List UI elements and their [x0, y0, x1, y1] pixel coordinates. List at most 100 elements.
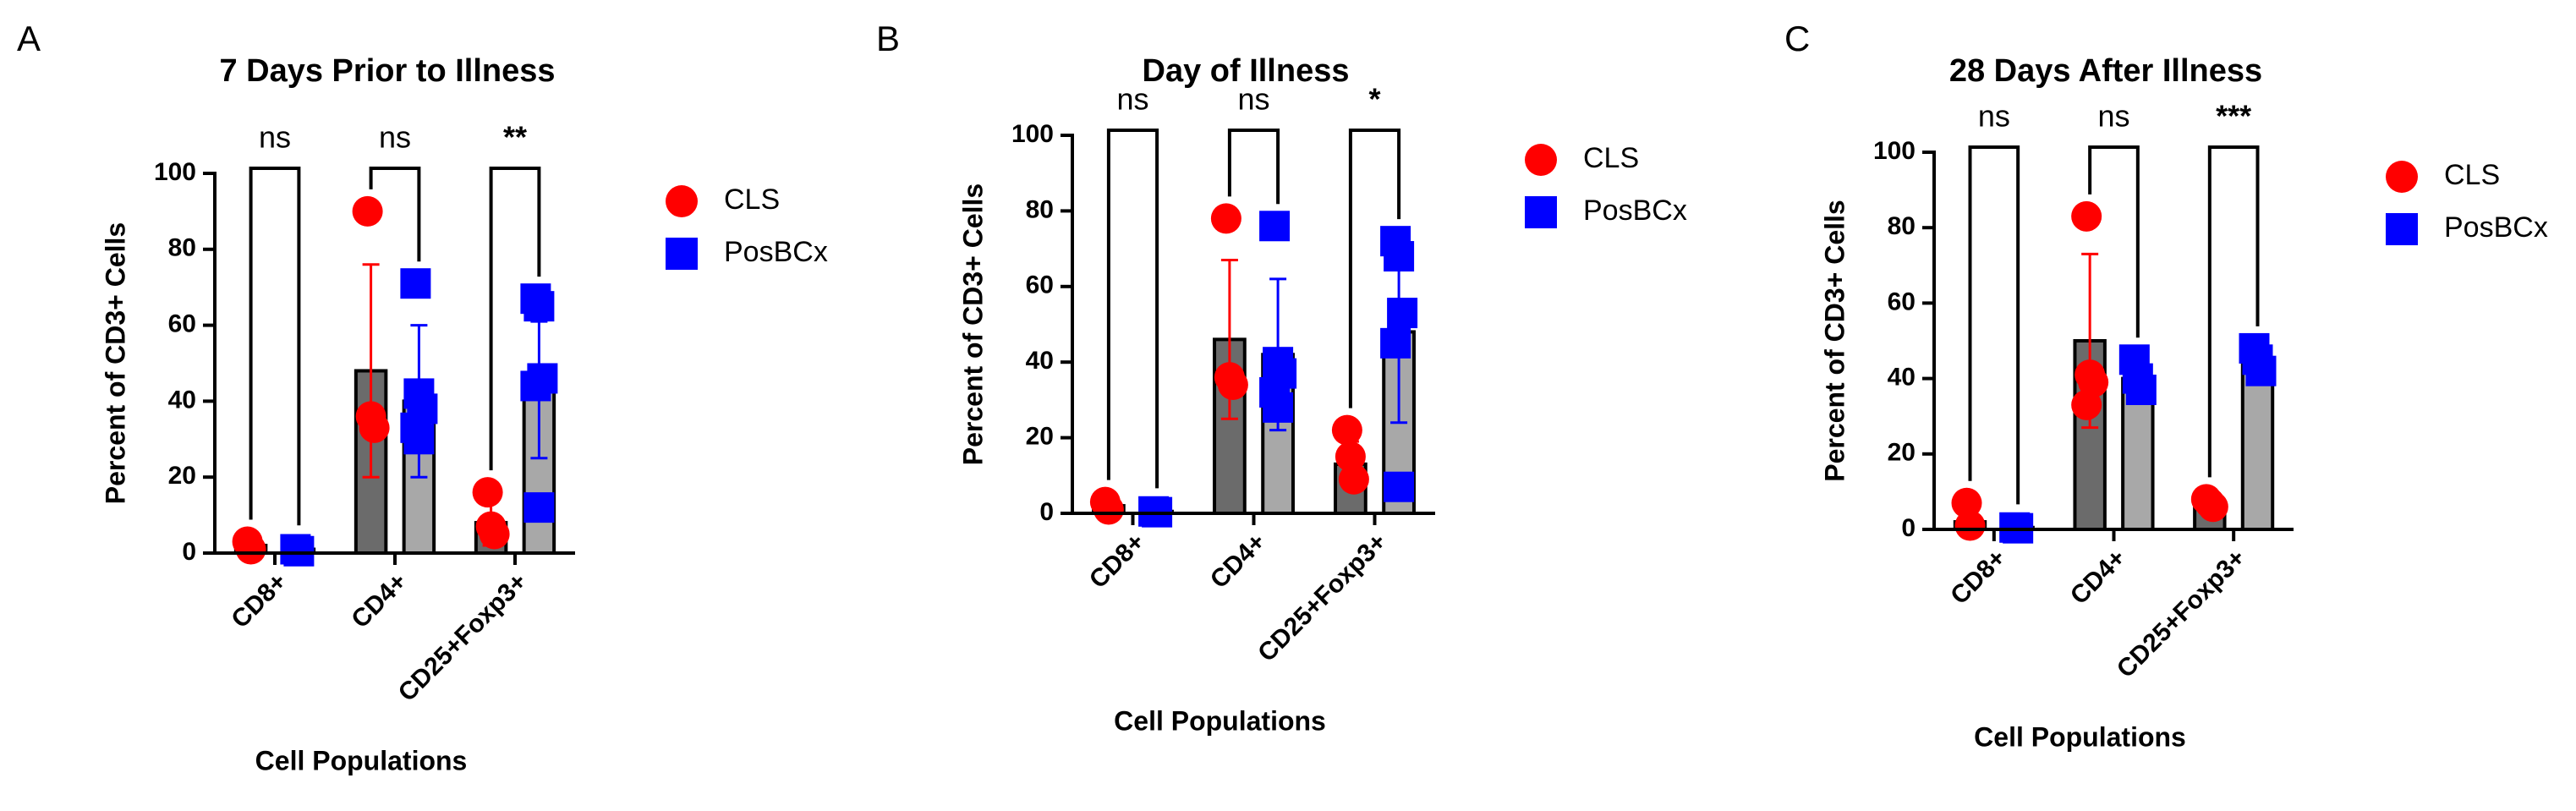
significance-bracket: [249, 167, 301, 526]
y-tick-label: 20: [1888, 439, 1916, 467]
legend-label: PosBCx: [1583, 195, 1687, 227]
data-point: [1331, 414, 1362, 446]
y-tick-label: 40: [1026, 347, 1054, 375]
x-tick-label: CD8+: [1945, 544, 2011, 610]
y-tick-label: 60: [1888, 288, 1916, 315]
data-point: [1259, 211, 1291, 242]
data-point: [1384, 471, 1415, 502]
legend-label: PosBCx: [2444, 211, 2548, 244]
data-point: [1210, 203, 1241, 234]
data-point: [520, 370, 551, 402]
y-tick-label: 60: [1026, 271, 1054, 299]
y-tick-label: 0: [1901, 514, 1916, 542]
x-tick-label: CD4+: [1205, 528, 1271, 594]
data-point: [2125, 374, 2157, 405]
legend-label: CLS: [1583, 142, 1639, 174]
data-point: [235, 534, 266, 565]
chart-title: Day of Illness: [1143, 53, 1350, 89]
data-point: [1380, 327, 1411, 359]
x-axis-label: Cell Populations: [1114, 705, 1326, 736]
legend-marker: [2386, 213, 2418, 245]
data-point: [523, 492, 555, 523]
significance-bracket: [1227, 129, 1280, 205]
y-tick-label: 100: [154, 158, 196, 186]
legend-marker: [666, 185, 698, 217]
legend-label: PosBCx: [724, 236, 828, 268]
legend-marker: [1525, 196, 1557, 228]
data-point: [1263, 392, 1294, 423]
data-point: [2197, 491, 2228, 523]
x-tick-label: CD25+Foxp3+: [2112, 544, 2251, 683]
significance-label: *: [1368, 82, 1380, 117]
legend-label: CLS: [2444, 159, 2500, 191]
significance-label: ns: [1116, 82, 1148, 117]
y-tick-label: 60: [168, 310, 196, 338]
x-tick-label: CD25+Foxp3+: [1252, 528, 1392, 667]
legend-marker: [2386, 161, 2418, 193]
x-tick-label: CD8+: [226, 567, 292, 633]
y-axis-label: Percent of CD3+ Cells: [100, 222, 130, 504]
data-point: [1338, 463, 1369, 495]
data-point: [283, 535, 315, 567]
y-tick-label: 20: [1026, 423, 1054, 451]
significance-bracket: [2207, 145, 2260, 478]
data-point: [1387, 298, 1418, 329]
significance-label: ***: [2216, 99, 2251, 134]
x-tick-label: CD4+: [2065, 544, 2131, 610]
data-point: [403, 424, 435, 455]
x-axis-label: Cell Populations: [1974, 721, 2186, 752]
data-point: [472, 477, 503, 508]
significance-label: ns: [1978, 99, 2010, 134]
y-tick-label: 40: [168, 386, 196, 414]
chart-title: 28 Days After Illness: [1949, 53, 2262, 89]
significance-bracket: [1348, 129, 1401, 408]
data-point: [523, 291, 555, 322]
data-point: [2071, 389, 2102, 420]
x-tick-label: CD8+: [1084, 528, 1150, 594]
significance-label: ns: [259, 120, 291, 155]
data-point: [1335, 441, 1366, 472]
panel-label: C: [1784, 19, 1810, 58]
data-point: [1951, 487, 1982, 518]
data-point: [479, 518, 510, 550]
data-point: [400, 268, 431, 299]
significance-label: ns: [379, 120, 411, 155]
significance-bracket: [489, 167, 541, 471]
y-tick-label: 0: [182, 538, 196, 566]
data-point: [352, 195, 383, 227]
legend-marker: [1525, 144, 1557, 176]
significance-bracket: [1968, 145, 2020, 505]
data-point: [2245, 355, 2277, 386]
chart-title: 7 Days Prior to Illness: [219, 53, 555, 89]
legend-marker: [666, 238, 698, 270]
y-axis-label: Percent of CD3+ Cells: [1819, 200, 1850, 481]
data-point: [1384, 241, 1415, 272]
significance-bracket: [1106, 129, 1159, 489]
panel-label: A: [17, 19, 41, 58]
x-tick-label: CD25+Foxp3+: [393, 567, 533, 707]
data-point: [1954, 510, 1986, 541]
legend-label: CLS: [724, 184, 780, 216]
data-point: [1217, 370, 1248, 401]
y-tick-label: 80: [1026, 195, 1054, 223]
significance-bracket: [369, 167, 421, 262]
panel-label: B: [876, 19, 900, 58]
y-tick-label: 100: [1011, 120, 1054, 148]
x-axis-label: Cell Populations: [255, 745, 468, 775]
y-tick-label: 20: [168, 462, 196, 490]
data-point: [1093, 494, 1124, 525]
significance-label: ns: [1237, 82, 1269, 117]
x-tick-label: CD4+: [346, 567, 412, 633]
bar: [2240, 361, 2275, 532]
data-point: [359, 412, 390, 443]
y-tick-label: 0: [1039, 498, 1054, 526]
data-point: [2071, 200, 2102, 232]
significance-bracket: [2088, 145, 2140, 338]
y-tick-label: 80: [168, 234, 196, 262]
y-tick-label: 100: [1873, 137, 1916, 165]
y-axis-label: Percent of CD3+ Cells: [957, 184, 988, 465]
significance-label: **: [503, 120, 527, 155]
significance-label: ns: [2097, 99, 2129, 134]
y-tick-label: 40: [1888, 364, 1916, 392]
